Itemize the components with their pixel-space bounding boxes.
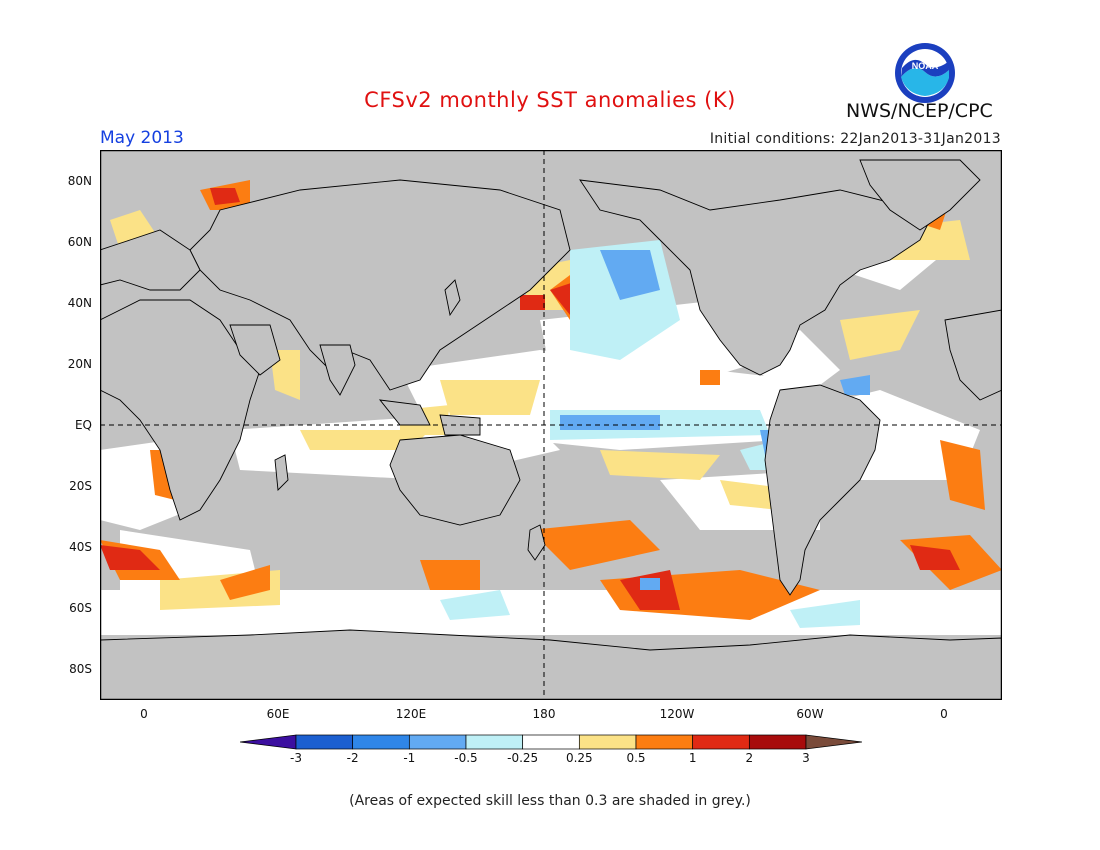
colorbar-tick-label: -0.25 xyxy=(507,751,538,765)
lat-label-80n: 80N xyxy=(67,174,92,188)
arabia xyxy=(229,324,281,376)
europe xyxy=(100,229,201,291)
colorbar-tick-label: 3 xyxy=(802,751,810,765)
lon-label-60e: 60E xyxy=(266,707,290,721)
new-zealand xyxy=(527,524,546,561)
lon-label-0-west: 0 xyxy=(140,707,148,721)
africa-wrap xyxy=(944,309,1002,401)
colorbar-tick-label: -0.5 xyxy=(454,751,477,765)
lon-label-180: 180 xyxy=(532,707,556,721)
india xyxy=(319,344,356,396)
logo-text: NOAA xyxy=(912,61,939,71)
lat-label-eq: EQ xyxy=(74,418,92,432)
colorbar-cell-above xyxy=(805,734,862,750)
north-america xyxy=(579,179,931,376)
lat-label-60s: 60S xyxy=(69,601,92,615)
africa xyxy=(100,299,261,521)
colorbar-cell-9 xyxy=(748,734,807,750)
colorbar-cell-6 xyxy=(578,734,637,750)
colorbar-ticks: -3 -2 -1 -0.5 -0.25 0.25 0.5 1 2 3 xyxy=(290,751,810,765)
colorbar-cell-8 xyxy=(692,734,750,750)
lon-label-120e: 120E xyxy=(395,707,427,721)
sst-anomaly-map xyxy=(100,150,1002,700)
lat-label-40n: 40N xyxy=(67,296,92,310)
continents xyxy=(100,159,1002,700)
colorbar-tick-label: -1 xyxy=(403,751,415,765)
lon-label-120w: 120W xyxy=(659,707,695,721)
antarctica xyxy=(100,629,1002,700)
forecast-month: May 2013 xyxy=(100,128,184,148)
colorbar-cell-1 xyxy=(295,734,354,750)
australia xyxy=(389,434,521,526)
lon-label-0-east: 0 xyxy=(940,707,948,721)
colorbar-cell-3 xyxy=(408,734,467,750)
madagascar xyxy=(274,454,289,491)
skill-note: (Areas of expected skill less than 0.3 a… xyxy=(349,793,751,809)
lon-label-60w: 60W xyxy=(796,707,824,721)
colorbar-tick-label: 1 xyxy=(689,751,697,765)
colorbar-tick-label: -3 xyxy=(290,751,302,765)
lat-label-20s: 20S xyxy=(69,479,92,493)
map-title: CFSv2 monthly SST anomalies (K) xyxy=(364,88,736,112)
eurasia xyxy=(189,179,571,391)
colorbar-cell-5 xyxy=(522,734,580,750)
south-america xyxy=(764,384,881,596)
lat-label-40s: 40S xyxy=(69,540,92,554)
colorbar-tick-label: 2 xyxy=(746,751,754,765)
greenland xyxy=(859,159,981,231)
colorbar-cell-below xyxy=(240,734,297,750)
colorbar-cells xyxy=(240,734,862,750)
japan xyxy=(444,279,461,317)
noaa-logo: NOAA xyxy=(895,43,955,103)
lat-label-80s: 80S xyxy=(69,662,92,676)
colorbar-tick-label: 0.25 xyxy=(566,751,593,765)
colorbar-cell-2 xyxy=(352,734,410,750)
indonesia xyxy=(378,399,431,426)
colorbar-cell-4 xyxy=(465,734,524,750)
colorbar-cell-7 xyxy=(635,734,694,750)
colorbar-tick-label: 0.5 xyxy=(626,751,645,765)
lat-label-20n: 20N xyxy=(67,357,92,371)
lat-label-60n: 60N xyxy=(67,235,92,249)
initial-conditions: Initial conditions: 22Jan2013-31Jan2013 xyxy=(709,131,1001,147)
colorbar: -3 -2 -1 -0.5 -0.25 0.25 0.5 1 2 3 xyxy=(240,734,862,765)
organization-label: NWS/NCEP/CPC xyxy=(846,100,993,122)
map-frame xyxy=(100,150,1002,700)
colorbar-tick-label: -2 xyxy=(347,751,359,765)
